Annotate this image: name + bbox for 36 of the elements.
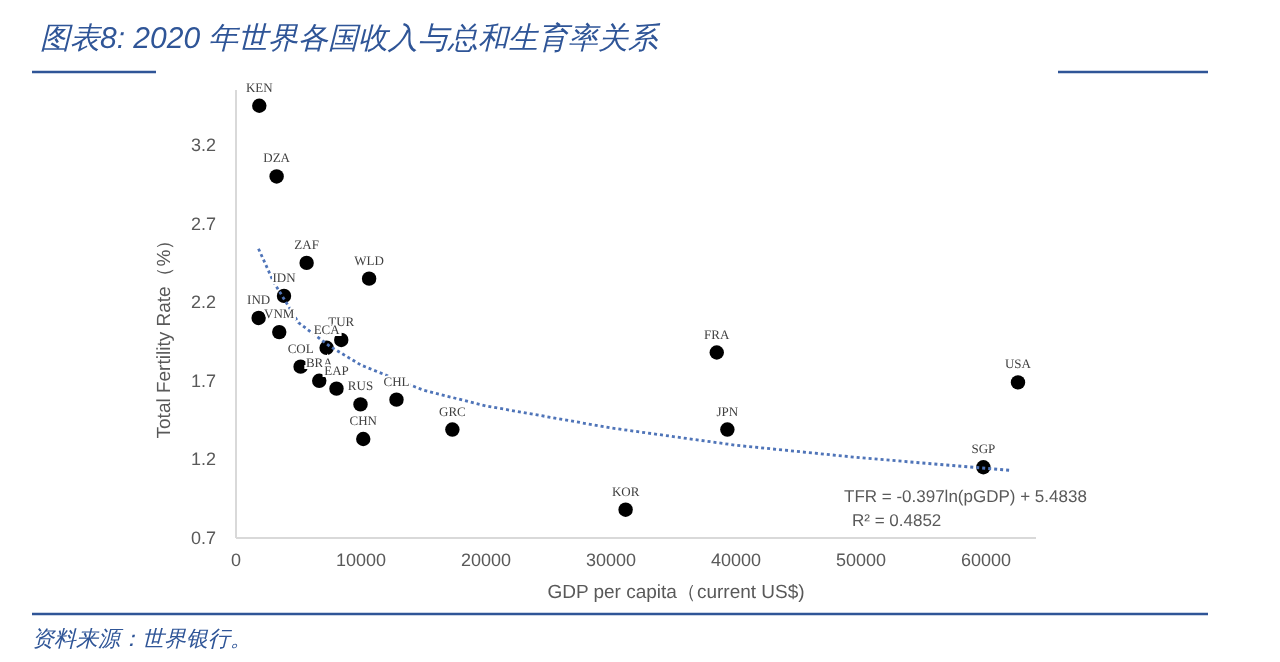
annotation: TFR = -0.397ln(pGDP) + 5.4838 [844, 486, 1088, 506]
point [329, 381, 344, 396]
point [251, 310, 266, 326]
point [299, 255, 314, 271]
annotation: R² = 0.4852 [852, 510, 942, 530]
chart-title: 图表8: 2020 年世界各国收入与总和生育率关系 [40, 22, 663, 56]
x-tick-label: 40000 [710, 550, 762, 570]
point [445, 422, 460, 437]
y-tick-label: 1.7 [190, 370, 216, 391]
x-tick-label: 0 [230, 550, 242, 570]
x-tick-label: 10000 [335, 550, 387, 570]
point [272, 324, 287, 340]
x-tick-label: 50000 [835, 550, 887, 570]
y-tick-label: 2.7 [190, 213, 216, 234]
y-tick-label: 0.7 [190, 528, 216, 548]
x-tick-label: 30000 [585, 550, 637, 570]
y-axis-title: Total Fertility Rate（%） [154, 229, 176, 439]
y-tick-label: 1.2 [190, 449, 216, 470]
y-tick-label: 3.2 [190, 135, 216, 156]
y-tick-label: 2.2 [190, 292, 216, 313]
point [356, 431, 371, 447]
point [1010, 375, 1026, 390]
point [618, 502, 633, 517]
x-tick-label: 20000 [460, 550, 512, 570]
point [389, 392, 404, 407]
point [269, 169, 284, 184]
point [709, 345, 724, 360]
point [252, 98, 267, 113]
x-tick-label: 60000 [960, 550, 1012, 570]
point [720, 422, 735, 437]
title: 图表8: 2020 年世界各国收入与总和生育率关系 [32, 22, 1208, 74]
x-axis-title: GDP per capita（current US$) [547, 582, 805, 604]
point [361, 271, 377, 286]
text: 资料来源：世界银行。 [32, 626, 252, 652]
point [312, 373, 327, 389]
point [353, 397, 368, 412]
